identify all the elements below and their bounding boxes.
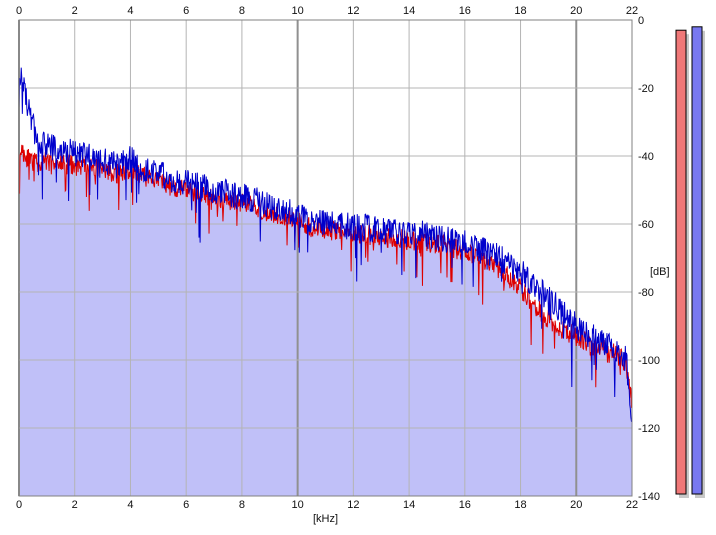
y-tick-label: -100 (638, 355, 660, 367)
x-tick-label-bottom: 14 (403, 499, 415, 511)
y-tick-label: -20 (638, 83, 654, 95)
x-tick-label-top: 22 (626, 5, 638, 17)
x-tick-label-bottom: 2 (72, 499, 78, 511)
x-tick-label-top: 20 (570, 5, 582, 17)
y-tick-label: -80 (638, 287, 654, 299)
series-line-blue (18, 67, 633, 422)
x-tick-label-bottom: 18 (514, 499, 526, 511)
level-meter-bar (691, 26, 703, 495)
y-tick-label: -120 (638, 423, 660, 435)
series-line-red (18, 144, 633, 408)
level-meter-bar (675, 29, 687, 495)
x-tick-label-top: 18 (514, 5, 526, 17)
plot-border (18, 19, 633, 497)
x-tick-label-top: 8 (239, 5, 245, 17)
y-tick-label: -60 (638, 219, 654, 231)
x-tick-label-bottom: 0 (16, 499, 22, 511)
x-tick-label-top: 6 (183, 5, 189, 17)
x-tick-label-top: 10 (292, 5, 304, 17)
x-axis-label: [kHz] (313, 513, 338, 525)
y-tick-label: -40 (638, 151, 654, 163)
x-tick-label-bottom: 8 (239, 499, 245, 511)
x-tick-label-top: 16 (459, 5, 471, 17)
x-tick-label-top: 14 (403, 5, 415, 17)
x-tick-label-bottom: 22 (626, 499, 638, 511)
x-tick-label-top: 2 (72, 5, 78, 17)
spectrum-fill (19, 144, 632, 496)
x-tick-label-bottom: 10 (292, 499, 304, 511)
y-axis-label: [dB] (650, 266, 670, 278)
x-tick-label-top: 12 (347, 5, 359, 17)
x-tick-label-top: 4 (127, 5, 133, 17)
x-tick-label-bottom: 16 (459, 499, 471, 511)
x-tick-label-bottom: 4 (127, 499, 133, 511)
y-tick-label: -140 (638, 491, 660, 503)
x-tick-label-bottom: 20 (570, 499, 582, 511)
x-tick-label-bottom: 12 (347, 499, 359, 511)
x-tick-label-bottom: 6 (183, 499, 189, 511)
y-tick-label: 0 (638, 15, 644, 27)
x-tick-label-top: 0 (16, 5, 22, 17)
